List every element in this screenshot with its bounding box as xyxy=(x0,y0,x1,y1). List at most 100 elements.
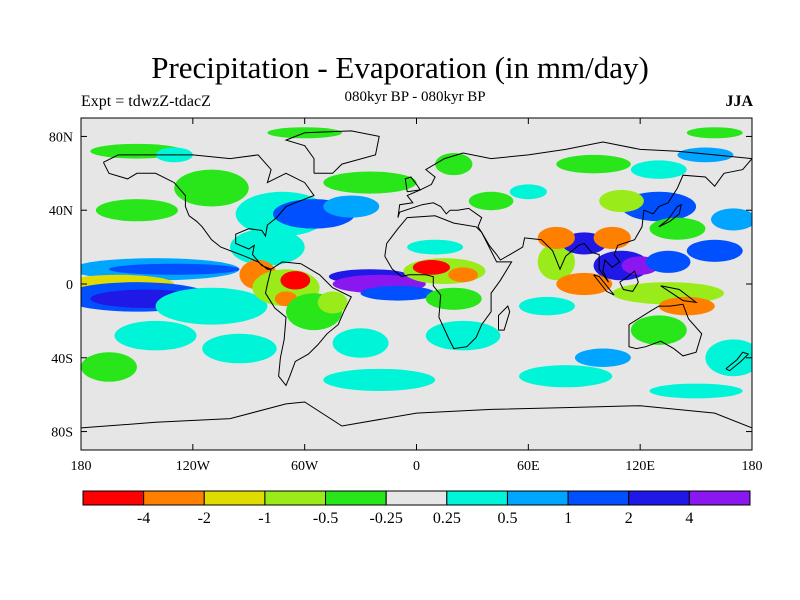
lon-tick-label: 60W xyxy=(291,459,319,474)
axis-labels: 80N 40N 0 40S 80S 180 120W 60W 0 60E 120E 180 xyxy=(49,130,763,474)
lat-tick-label: 40N xyxy=(49,204,73,219)
field-patch xyxy=(95,199,178,222)
field-patch xyxy=(323,368,436,391)
field-patch xyxy=(174,169,249,207)
colorbar-label: 4 xyxy=(685,510,693,527)
colorbar-swatch xyxy=(82,490,145,506)
colorbar-swatch xyxy=(567,490,630,506)
coastline-sumatra xyxy=(593,274,615,296)
coastline-japan xyxy=(658,203,682,228)
colorbar-label: -0.25 xyxy=(370,510,403,527)
field-patch xyxy=(81,352,137,382)
field-patch xyxy=(425,287,482,310)
field-patch xyxy=(711,208,752,231)
colorbar-label: -1 xyxy=(258,510,271,527)
field-patch xyxy=(468,191,514,211)
lon-tick-label: 180 xyxy=(742,459,763,474)
lat-tick-label: 80S xyxy=(51,426,73,441)
field-patch xyxy=(658,296,715,316)
lon-tick-label: 60E xyxy=(517,459,540,474)
experiment-label: Expt = tdwzZ-tdacZ xyxy=(81,93,211,110)
coastline-british-isles xyxy=(404,176,422,193)
field-patch xyxy=(155,287,268,325)
coastline-australia xyxy=(628,303,703,357)
colorbar-label: -4 xyxy=(137,510,150,527)
field-patch xyxy=(509,184,547,200)
coastline-eurasia xyxy=(397,141,752,283)
coastline-madagascar xyxy=(498,305,511,331)
lat-tick-label: 0 xyxy=(66,278,73,293)
coastline-new-guinea xyxy=(660,285,698,304)
colorbar-swatch xyxy=(506,490,569,506)
field-patch xyxy=(556,272,613,296)
field-patch xyxy=(435,153,473,176)
field-patch xyxy=(317,291,348,314)
coastline-greenland xyxy=(284,130,380,174)
field-patch xyxy=(630,160,687,179)
field-patch xyxy=(202,333,277,364)
colorbar-label: -2 xyxy=(198,510,211,527)
coastline-antarctica xyxy=(81,401,752,429)
field-patch xyxy=(407,239,464,255)
colorbar-swatch xyxy=(385,490,448,506)
lat-tick-label: 80N xyxy=(49,130,73,145)
colorbar-label: 0.25 xyxy=(433,510,461,527)
field-patch xyxy=(323,171,417,194)
map-subtitle: 080kyr BP - 080kyr BP xyxy=(344,89,486,105)
lon-tick-label: 0 xyxy=(413,459,420,474)
coastline-new-zealand xyxy=(725,351,750,372)
colorbar-swatch xyxy=(143,490,205,506)
field-patch xyxy=(537,226,575,249)
colorbar-label: 0.5 xyxy=(497,510,517,527)
field-patch xyxy=(686,127,743,139)
season-label: JJA xyxy=(725,93,753,110)
colorbar-swatch xyxy=(446,490,508,506)
lon-tick-label: 180 xyxy=(71,459,92,474)
field-patch xyxy=(114,320,197,351)
field-patch xyxy=(593,226,631,249)
coastline-borneo xyxy=(619,270,639,292)
field-patch xyxy=(630,315,687,345)
field-patch xyxy=(677,147,734,163)
field-patch xyxy=(649,217,706,240)
colorbar-swatch xyxy=(325,490,387,506)
colorbar: -4 -2 -1 -0.5 -0.25 0.25 0.5 1 2 4 xyxy=(82,490,751,527)
lat-tick-label: 40S xyxy=(51,352,73,367)
field-patch xyxy=(332,328,389,358)
coastline-layer xyxy=(81,130,752,429)
field-patch xyxy=(230,228,305,266)
field-patch xyxy=(599,189,644,213)
field-patch xyxy=(412,260,451,275)
coastline-north-america xyxy=(102,154,315,270)
field-patch xyxy=(323,195,380,218)
colorbar-label: 2 xyxy=(625,510,633,527)
field-patch xyxy=(649,383,743,399)
field-patch xyxy=(425,320,501,351)
lon-tick-label: 120W xyxy=(176,459,211,474)
field-patch xyxy=(519,296,575,316)
colorbar-label: 1 xyxy=(564,510,572,527)
field-patch xyxy=(556,154,631,174)
field-patch xyxy=(537,243,575,281)
field-patch xyxy=(360,285,436,301)
lon-tick-label: 120E xyxy=(625,459,655,474)
coastline-south-america xyxy=(264,261,352,387)
field-patch xyxy=(686,239,743,262)
plot-area: 80N 40N 0 40S 80S 180 120W 60W 0 60E 120E 180 xyxy=(49,117,763,474)
map-title: Precipitation - Evaporation (in mm/day) xyxy=(151,50,649,85)
axis-ticks xyxy=(80,118,753,450)
colorbar-swatch xyxy=(203,490,266,506)
field-patch xyxy=(280,271,311,290)
colorbar-label: -0.5 xyxy=(313,510,338,527)
field-patch xyxy=(705,339,752,377)
field-patch xyxy=(574,348,631,367)
coastline-africa xyxy=(384,215,513,350)
field-patch xyxy=(108,263,240,275)
colorbar-swatch xyxy=(628,490,690,506)
field-patch xyxy=(448,267,479,283)
colorbar-swatch xyxy=(264,490,327,506)
field-patch xyxy=(519,365,613,388)
colorbar-swatch xyxy=(688,490,751,506)
field-patch xyxy=(645,250,691,273)
